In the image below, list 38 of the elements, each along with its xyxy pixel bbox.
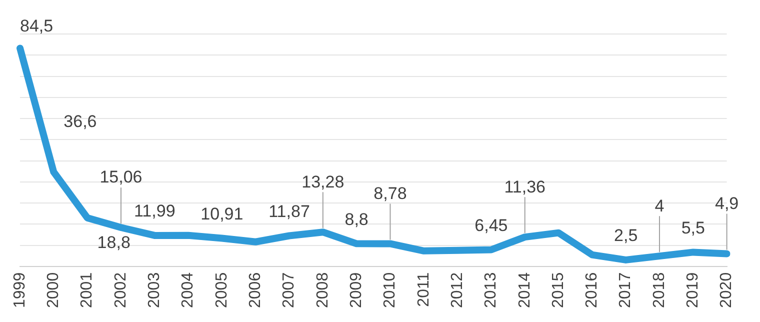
data-label: 8,78 — [374, 184, 407, 203]
data-label: 84,5 — [20, 16, 54, 36]
x-tick-label: 2010 — [382, 272, 399, 308]
x-tick-label: 2008 — [314, 272, 332, 308]
data-label: 11,36 — [504, 177, 546, 196]
data-label: 13,28 — [302, 172, 344, 192]
data-label: 36,6 — [64, 112, 97, 132]
data-label: 8,8 — [344, 210, 368, 229]
data-label: 5,5 — [681, 218, 705, 238]
x-tick-label: 2018 — [650, 272, 668, 308]
x-tick-label: 2012 — [448, 272, 466, 308]
x-tick-label: 2013 — [482, 272, 500, 308]
x-tick-label: 2003 — [146, 272, 164, 308]
data-label: 6,45 — [474, 216, 508, 235]
x-tick-label: 2005 — [213, 272, 230, 308]
x-tick-label: 2017 — [617, 272, 634, 308]
data-label: 2,5 — [614, 226, 638, 246]
x-tick-label: 2002 — [112, 272, 130, 308]
x-tick-label: 2007 — [280, 272, 298, 308]
x-tick-label: 2001 — [78, 272, 96, 308]
x-tick-label: 2011 — [415, 272, 432, 307]
x-tick-label: 2000 — [45, 272, 62, 308]
x-tick-label: 2019 — [684, 272, 702, 308]
x-tick-label: 2016 — [584, 272, 601, 308]
x-tick-label: 1999 — [11, 272, 28, 308]
data-label: 18,8 — [97, 233, 130, 252]
data-label: 11,99 — [134, 202, 176, 221]
x-tick-label: 2020 — [718, 272, 736, 308]
data-label: 11,87 — [268, 202, 310, 221]
data-label: 10,91 — [200, 204, 244, 224]
x-tick-label: 2009 — [348, 272, 365, 308]
x-tick-label: 2015 — [550, 272, 567, 308]
x-tick-label: 2006 — [247, 272, 264, 308]
x-tick-label: 2004 — [180, 272, 197, 308]
data-label: 4,9 — [714, 194, 739, 213]
x-tick-label: 2014 — [516, 272, 534, 308]
data-label: 4 — [654, 196, 664, 216]
data-label: 15,06 — [100, 168, 142, 187]
